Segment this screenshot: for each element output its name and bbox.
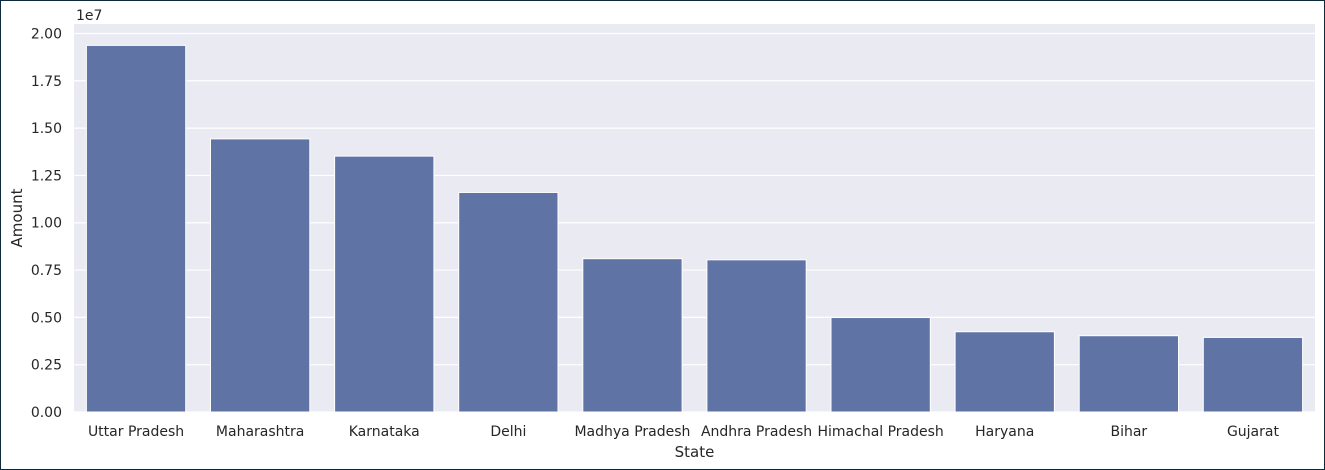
y-tick-label: 1.00	[31, 216, 62, 232]
x-tick-label: Karnataka	[349, 424, 420, 440]
y-tick-labels: 0.00 0.25 0.50 0.75 1.00 1.25 1.50 1.75 2.00	[31, 26, 62, 421]
x-tick-labels: Uttar Pradesh Maharashtra Karnataka Delhi Ma…	[88, 424, 1280, 440]
y-tick-label: 1.50	[31, 121, 62, 137]
y-tick-label: 1.75	[31, 74, 62, 90]
x-tick-label: Himachal Pradesh	[817, 424, 943, 440]
y-tick-label: 1.25	[31, 168, 62, 184]
x-tick-label: Maharashtra	[216, 424, 304, 440]
y-tick-label: 0.50	[31, 310, 62, 326]
x-tick-label: Bihar	[1110, 424, 1147, 440]
y-offset-label: 1e7	[76, 8, 102, 24]
bar-himachal-pradesh	[830, 317, 931, 413]
y-axis-title: Amount	[8, 188, 26, 247]
x-tick-label: Delhi	[490, 424, 526, 440]
bar-bihar	[1078, 335, 1179, 413]
y-tick-label: 0.00	[31, 405, 62, 421]
bar-madhya-pradesh	[582, 258, 683, 413]
bar-uttar-pradesh	[85, 44, 187, 413]
x-tick-label: Uttar Pradesh	[88, 424, 184, 440]
x-tick-label: Andhra Pradesh	[701, 424, 812, 440]
y-tick-label: 0.75	[31, 263, 62, 279]
x-tick-label: Gujarat	[1227, 424, 1280, 440]
x-tick-label: Haryana	[975, 424, 1034, 440]
bar-maharashtra	[210, 138, 311, 413]
y-tick-label: 2.00	[31, 26, 62, 42]
bars	[85, 44, 1304, 413]
bar-karnataka	[334, 155, 435, 413]
x-tick-label: Madhya Pradesh	[574, 424, 690, 440]
bar-haryana	[954, 331, 1055, 413]
x-axis-title: State	[675, 443, 715, 461]
bar-gujarat	[1202, 336, 1304, 413]
y-tick-label: 0.25	[31, 358, 62, 374]
bar-delhi	[458, 191, 559, 413]
bar-andhra-pradesh	[706, 259, 807, 413]
